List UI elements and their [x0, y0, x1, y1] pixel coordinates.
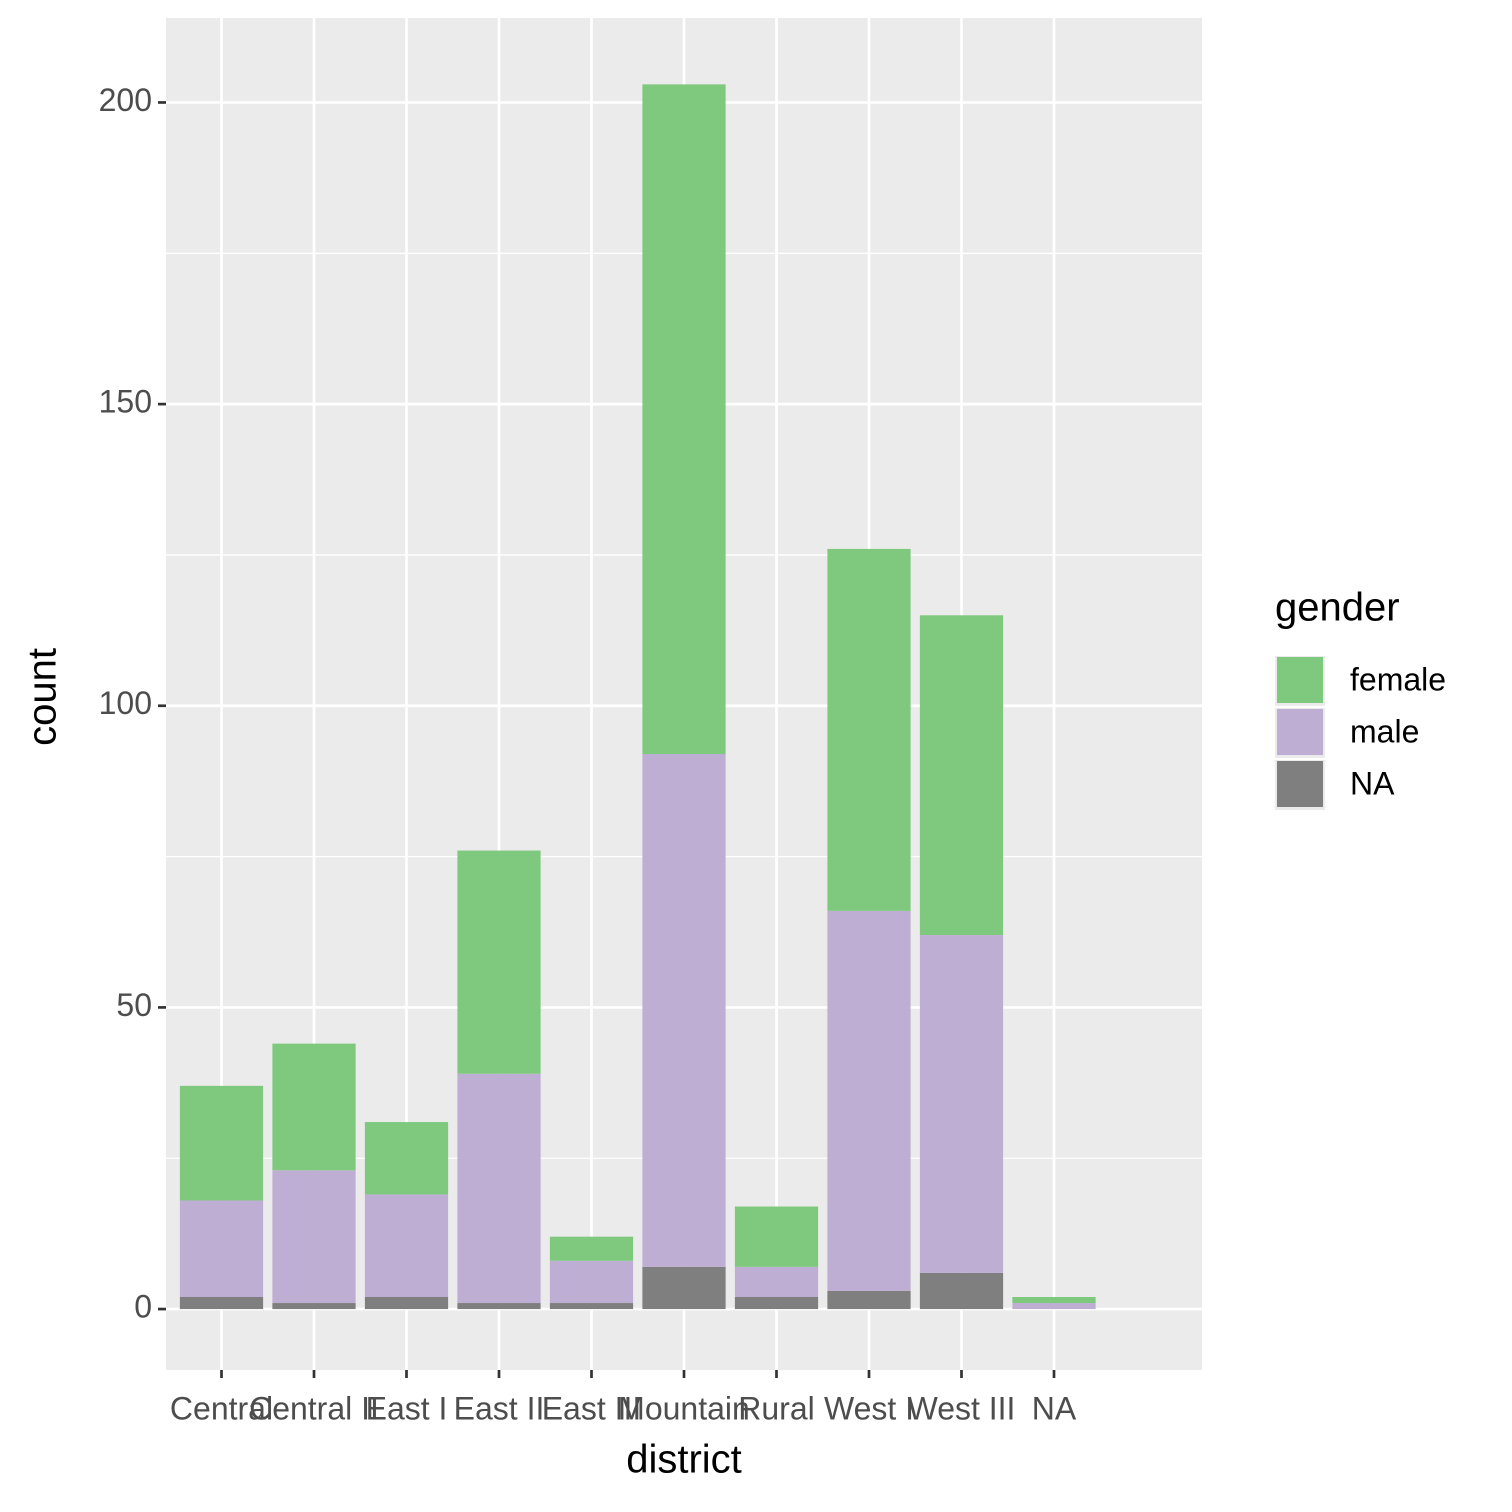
x-tick-label: NA [1032, 1390, 1077, 1426]
legend-key [1277, 657, 1323, 703]
legend-key [1277, 761, 1323, 807]
bar-segment [457, 1073, 541, 1304]
bar-segment [364, 1297, 449, 1310]
bar-segment [549, 1260, 634, 1304]
bar-segment [919, 935, 1004, 1273]
x-tick-label: East I [366, 1390, 448, 1426]
legend-label: NA [1350, 765, 1395, 801]
bar-segment [457, 1303, 541, 1310]
bar-segment [827, 910, 911, 1291]
bar-segment [919, 1272, 1004, 1310]
bar-segment [734, 1297, 819, 1310]
x-tick-label: Central [170, 1390, 273, 1426]
legend-key [1277, 709, 1323, 755]
y-tick-label: 0 [134, 1289, 152, 1325]
bar-segment [734, 1206, 819, 1267]
x-tick-label: East III [542, 1390, 642, 1426]
bar-segment [364, 1122, 449, 1195]
x-tick-label: Central II [249, 1390, 379, 1426]
bar-segment [364, 1194, 449, 1298]
y-tick-label: 150 [99, 384, 152, 420]
x-tick-label: West III [908, 1390, 1016, 1426]
x-axis-label: district [626, 1438, 742, 1482]
bar-segment [827, 548, 911, 911]
bar-segment [272, 1303, 356, 1310]
bar-segment [919, 615, 1004, 936]
legend-title: gender [1275, 586, 1400, 630]
bar-segment [827, 1290, 911, 1310]
y-tick-label: 50 [116, 987, 152, 1023]
legend-label: female [1350, 661, 1446, 697]
legend-label: male [1350, 713, 1419, 749]
x-tick-label: Mountain [618, 1390, 750, 1426]
bar-segment [179, 1085, 264, 1201]
bar-segment [272, 1170, 356, 1304]
x-tick-label: East II [454, 1390, 545, 1426]
bar-segment [272, 1043, 356, 1171]
bar-segment [179, 1297, 264, 1310]
bar-segment [1012, 1303, 1096, 1310]
bar-segment [549, 1303, 634, 1310]
bar-segment [549, 1236, 634, 1261]
bar-segment [734, 1266, 819, 1298]
bar-segment [642, 754, 726, 1267]
bar-segment [1012, 1297, 1096, 1304]
bar-segment [457, 850, 541, 1074]
x-tick-label: West I [824, 1390, 914, 1426]
bar-segment [179, 1200, 264, 1298]
y-axis-label: count [21, 648, 65, 746]
y-tick-label: 200 [99, 82, 152, 118]
bar-segment [642, 84, 726, 755]
x-tick-label: Rural [738, 1390, 814, 1426]
y-tick-label: 100 [99, 685, 152, 721]
bar-segment [642, 1266, 726, 1310]
